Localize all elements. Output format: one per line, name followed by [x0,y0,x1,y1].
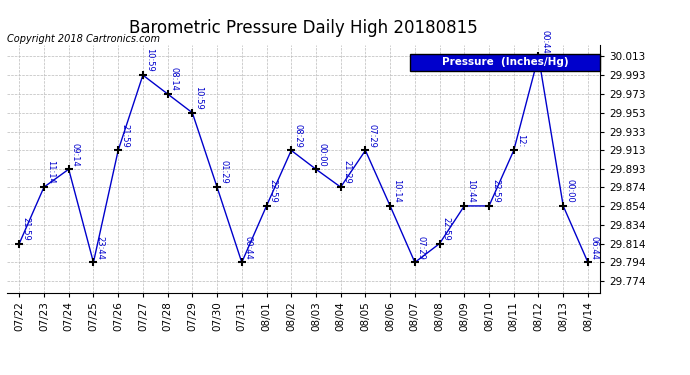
Text: Pressure  (Inches/Hg): Pressure (Inches/Hg) [442,57,569,68]
FancyBboxPatch shape [411,54,600,71]
Text: 00:00: 00:00 [565,179,574,203]
Text: 00:44: 00:44 [244,236,253,260]
Text: 22:59: 22:59 [268,179,277,203]
Text: 10:14: 10:14 [392,179,401,203]
Text: 01:29: 01:29 [219,160,228,184]
Text: 21:59: 21:59 [120,124,129,147]
Text: Barometric Pressure Daily High 20180815: Barometric Pressure Daily High 20180815 [129,19,478,37]
Text: 21:29: 21:29 [343,160,352,184]
Text: 11:14: 11:14 [46,160,55,184]
Text: 21:59: 21:59 [21,217,30,241]
Text: 00:00: 00:00 [318,142,327,166]
Text: 07:29: 07:29 [367,123,376,147]
Text: 22:59: 22:59 [442,217,451,241]
Text: 10:44: 10:44 [466,179,475,203]
Text: 08:14: 08:14 [170,67,179,91]
Text: 12:: 12: [515,134,524,147]
Text: 08:29: 08:29 [293,123,302,147]
Text: 06:44: 06:44 [590,236,599,260]
Text: 09:14: 09:14 [70,142,79,166]
Text: 22:59: 22:59 [491,179,500,203]
Text: 23:44: 23:44 [95,236,104,260]
Text: 10:59: 10:59 [145,48,154,72]
Text: 07:29: 07:29 [417,236,426,260]
Text: Copyright 2018 Cartronics.com: Copyright 2018 Cartronics.com [7,34,160,44]
Text: 00:44: 00:44 [540,30,549,53]
Text: 10:59: 10:59 [195,86,204,110]
